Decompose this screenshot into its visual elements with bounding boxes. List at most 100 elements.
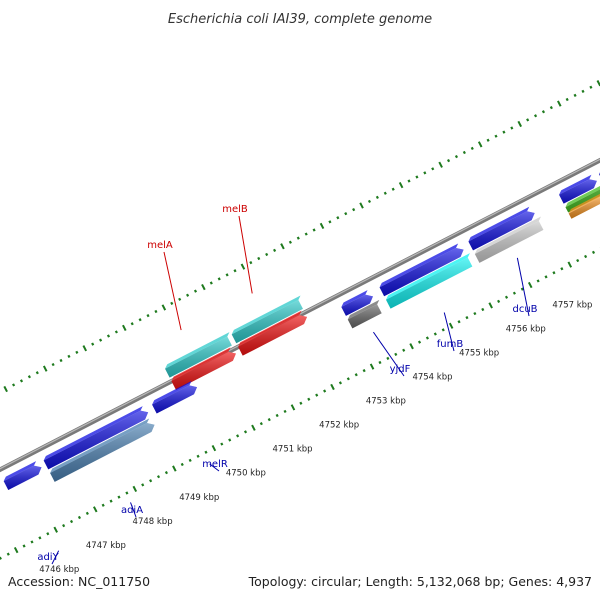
yjdF-leader: [373, 331, 405, 377]
minor-tick: [560, 267, 564, 271]
major-tick: [567, 261, 573, 268]
gene-gray: [347, 299, 382, 329]
gene-orange: [568, 193, 600, 219]
gene-steel: [50, 418, 155, 482]
minor-tick: [225, 273, 229, 277]
minor-tick: [196, 454, 200, 458]
minor-tick: [581, 89, 585, 93]
minor-tick: [354, 373, 358, 377]
major-tick: [92, 506, 98, 513]
gene-adiA: [43, 406, 149, 470]
minor-tick: [552, 271, 556, 275]
gene-red-1: [171, 347, 236, 391]
minor-tick: [417, 340, 422, 344]
major-tick: [477, 141, 483, 148]
kbp-label: 4746 kbp: [39, 565, 79, 575]
kbp-label: 4747 kbp: [86, 541, 126, 551]
major-tick: [201, 283, 206, 291]
minor-tick: [386, 356, 390, 361]
minor-tick: [315, 393, 319, 397]
minor-tick: [217, 277, 221, 281]
minor-tick: [249, 260, 253, 265]
major-tick: [448, 322, 454, 329]
major-tick: [369, 363, 375, 370]
minor-tick: [233, 269, 237, 273]
minor-tick: [154, 309, 158, 314]
minor-tick: [106, 334, 111, 338]
minor-tick: [180, 462, 184, 467]
minor-tick: [481, 307, 485, 312]
minor-tick: [526, 118, 530, 122]
melA-leader: [163, 251, 182, 331]
minor-tick: [338, 381, 342, 385]
minor-tick: [220, 442, 224, 446]
melR-label: melR: [202, 459, 228, 470]
major-tick: [42, 365, 48, 372]
minor-tick: [520, 287, 524, 291]
minor-tick: [304, 232, 308, 236]
minor-tick: [573, 93, 577, 98]
major-tick: [438, 161, 443, 168]
major-tick: [240, 263, 246, 270]
minor-tick: [91, 342, 95, 346]
minor-tick: [502, 130, 506, 134]
genome-summary-text: Topology: circular; Length: 5,132,068 bp…: [248, 574, 592, 589]
minor-tick: [209, 281, 213, 285]
minor-tick: [536, 279, 540, 283]
kbp-label: 4757 kbp: [552, 300, 592, 310]
minor-tick: [146, 314, 150, 318]
minor-tick: [101, 503, 105, 507]
minor-tick: [486, 138, 490, 142]
major-tick: [211, 445, 217, 452]
fumB-leader: [443, 312, 455, 352]
major-tick: [409, 343, 414, 350]
minor-tick: [51, 362, 55, 367]
major-tick: [517, 120, 522, 128]
minor-tick: [156, 475, 161, 479]
adiA-label: adiA: [121, 505, 143, 516]
minor-tick: [465, 316, 469, 320]
minor-tick: [267, 417, 271, 422]
minor-tick: [75, 350, 79, 354]
minor-tick: [186, 293, 190, 297]
major-tick: [122, 324, 127, 331]
minor-tick: [259, 422, 263, 426]
gene-features: [3, 172, 600, 491]
minor-tick: [533, 114, 538, 118]
melB-leader: [238, 215, 253, 294]
minor-tick: [59, 358, 63, 363]
genome-backbone: [0, 157, 600, 473]
minor-tick: [362, 369, 366, 373]
minor-tick: [188, 458, 192, 462]
gene-red-2: [238, 310, 308, 356]
minor-tick: [494, 134, 498, 138]
outer-tick-ring: [3, 80, 600, 393]
minor-tick: [589, 85, 593, 89]
minor-tick: [193, 289, 198, 293]
gene-melA: [165, 332, 232, 378]
minor-tick: [591, 250, 596, 255]
minor-tick: [433, 332, 437, 336]
minor-tick: [117, 495, 121, 499]
minor-tick: [138, 318, 142, 322]
major-tick: [398, 182, 404, 189]
minor-tick: [114, 330, 118, 334]
minor-tick: [565, 97, 569, 102]
dcuB-label: dcuB: [512, 304, 537, 315]
minor-tick: [541, 110, 546, 114]
minor-tick: [407, 179, 411, 183]
major-tick: [280, 243, 285, 250]
kbp-labels: 4746 kbp 4747 kbp 4748 kbp 4749 kbp 4750 kbp…: [39, 300, 592, 575]
minor-tick: [336, 216, 340, 220]
minor-tick: [130, 322, 134, 326]
minor-tick: [69, 519, 74, 524]
minor-tick: [447, 159, 451, 163]
minor-tick: [62, 524, 66, 528]
minor-tick: [352, 207, 356, 212]
major-tick: [290, 404, 296, 411]
minor-tick: [576, 258, 580, 263]
minor-tick: [27, 375, 31, 379]
major-tick: [13, 546, 19, 554]
major-tick: [251, 424, 256, 431]
